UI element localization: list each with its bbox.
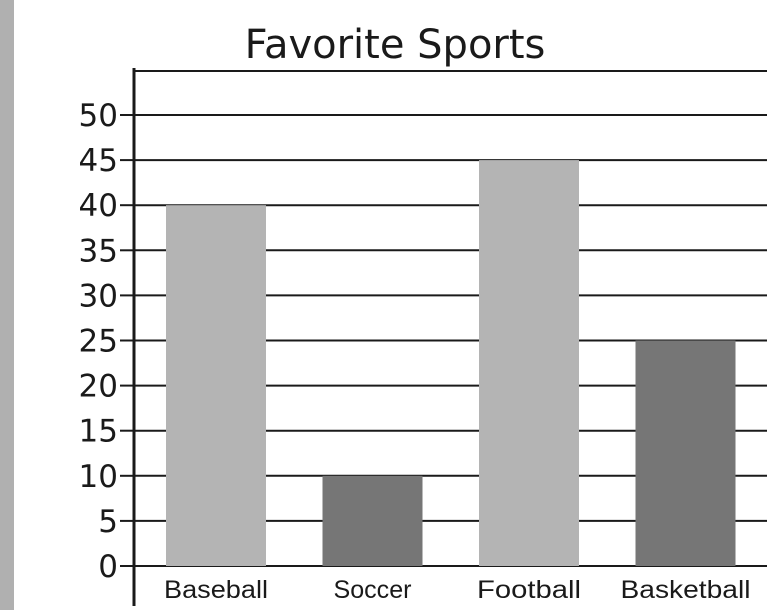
- chart-title: Favorite Sports: [245, 22, 546, 68]
- y-tick-label: 5: [98, 504, 118, 540]
- y-tick-label: 40: [79, 188, 118, 224]
- bar-football: [479, 160, 579, 566]
- left-page-edge: [0, 0, 14, 610]
- y-tick-label: 15: [79, 414, 118, 450]
- y-tick-label: 20: [79, 369, 118, 405]
- x-tick-labels: Baseball Soccer Football Basketball: [164, 576, 751, 604]
- x-tick-label: Soccer: [334, 576, 412, 604]
- y-tick-label: 25: [79, 324, 118, 360]
- x-tick-label: Basketball: [621, 576, 751, 604]
- y-tick-labels: 0 5 10 15 20 25 30 35 40 45 50: [79, 98, 118, 585]
- y-tick-label: 30: [79, 278, 118, 314]
- y-tick-label: 45: [79, 143, 118, 179]
- bar-soccer: [322, 475, 423, 566]
- y-tick-label: 10: [79, 459, 118, 495]
- x-tick-label: Football: [477, 576, 581, 604]
- y-tick-label: 50: [79, 98, 118, 134]
- bars: [166, 160, 736, 566]
- x-tick-label: Baseball: [164, 576, 268, 604]
- y-tick-label: 35: [79, 233, 118, 269]
- bar-baseball: [166, 205, 266, 566]
- bar-basketball: [635, 340, 736, 566]
- y-tick-label: 0: [98, 549, 118, 585]
- axes: [132, 68, 767, 606]
